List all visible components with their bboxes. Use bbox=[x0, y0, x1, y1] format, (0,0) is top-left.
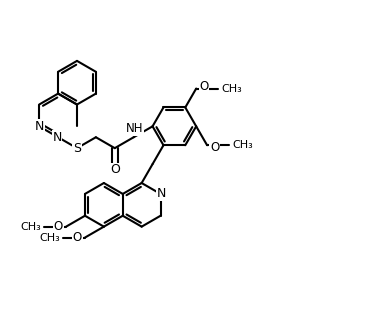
Text: N: N bbox=[52, 131, 62, 144]
Text: O: O bbox=[54, 220, 63, 233]
Text: O: O bbox=[210, 141, 219, 154]
Text: S: S bbox=[73, 142, 81, 155]
Text: O: O bbox=[110, 163, 120, 177]
Text: CH₃: CH₃ bbox=[21, 222, 41, 232]
Text: O: O bbox=[73, 231, 82, 244]
Text: CH₃: CH₃ bbox=[221, 84, 242, 94]
Text: NH: NH bbox=[126, 122, 144, 135]
Text: N: N bbox=[35, 120, 44, 133]
Text: CH₃: CH₃ bbox=[232, 140, 253, 150]
Text: CH₃: CH₃ bbox=[40, 232, 60, 243]
Text: N: N bbox=[157, 188, 166, 201]
Text: O: O bbox=[199, 80, 208, 93]
